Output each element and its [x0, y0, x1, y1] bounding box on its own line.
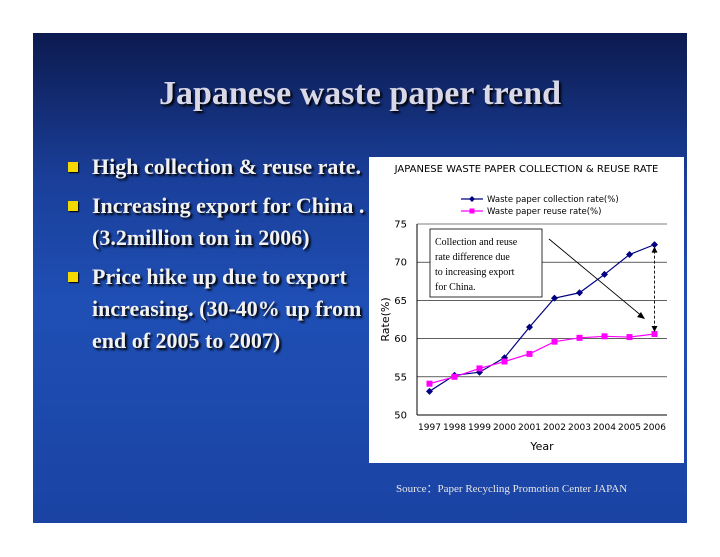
- bullet-text: Price hike up due to export increasing. …: [92, 264, 362, 353]
- x-tick-label: 1998: [443, 423, 466, 433]
- slide-title: Japanese waste paper trend: [158, 75, 562, 112]
- annotation-text: Collection and reuse: [435, 237, 518, 248]
- bullet-text: High collection & reuse rate.: [92, 154, 362, 179]
- y-tick-label: 65: [394, 296, 407, 307]
- data-point: [526, 350, 533, 357]
- y-axis-label: Rate(%): [379, 297, 392, 341]
- chart-title: JAPANESE WASTE PAPER COLLECTION & REUSE …: [394, 164, 659, 175]
- y-tick-label: 60: [394, 334, 407, 345]
- y-tick-label: 70: [394, 258, 407, 269]
- data-point: [426, 380, 433, 387]
- legend-marker: [469, 208, 475, 214]
- chart: JAPANESE WASTE PAPER COLLECTION & REUSE …: [369, 157, 684, 463]
- legend-label: Waste paper reuse rate(%): [487, 207, 601, 217]
- data-point: [601, 333, 608, 340]
- x-axis-label: Year: [529, 440, 554, 453]
- data-point: [576, 334, 583, 341]
- annotation-text: to increasing export: [435, 267, 515, 278]
- annotation-arrow: [548, 238, 644, 318]
- data-point: [451, 373, 458, 380]
- data-point: [651, 331, 658, 338]
- bullet-text: Increasing export for China .(3.2million…: [92, 193, 365, 250]
- data-point: [476, 365, 483, 372]
- y-tick-label: 75: [394, 220, 407, 231]
- x-tick-label: 2005: [618, 423, 641, 433]
- data-point: [551, 294, 558, 302]
- x-tick-label: 2003: [568, 423, 591, 433]
- annotation-text: for China.: [435, 282, 476, 293]
- series-line: [429, 333, 655, 385]
- x-tick-label: 2002: [543, 423, 566, 433]
- bullet-square-icon: [68, 201, 78, 211]
- bullet-item: Price hike up due to export increasing. …: [68, 261, 368, 357]
- gap-arrowhead: [651, 246, 658, 253]
- data-point: [426, 387, 433, 395]
- data-point: [626, 251, 633, 259]
- series-line: [429, 244, 655, 392]
- data-point: [576, 289, 583, 297]
- x-tick-label: 2001: [518, 423, 541, 433]
- y-tick-label: 50: [394, 411, 407, 422]
- annotation-arrowhead: [637, 312, 645, 319]
- data-point: [501, 358, 508, 365]
- x-tick-label: 2004: [593, 423, 616, 433]
- bullet-square-icon: [68, 162, 78, 172]
- data-point: [651, 241, 658, 249]
- x-tick-label: 2000: [493, 423, 516, 433]
- bullet-list: High collection & reuse rate. Increasing…: [68, 151, 368, 364]
- slide: Japanese waste paper trend High collecti…: [33, 33, 687, 523]
- x-tick-label: 1999: [468, 423, 491, 433]
- chart-canvas: 50 55 60 65 70 75 1997 1998 1999 2000 2001 2002 2003…: [379, 195, 667, 453]
- x-tick-label: 1997: [418, 423, 441, 433]
- bullet-item: High collection & reuse rate.: [68, 151, 368, 183]
- annotation-box: [429, 228, 543, 298]
- legend-marker: [469, 196, 475, 202]
- data-point: [626, 334, 633, 341]
- gap-arrowhead: [651, 326, 658, 333]
- source-note: Source：Paper Recycling Promotion Center …: [396, 483, 628, 495]
- y-tick-label: 55: [394, 372, 407, 383]
- legend-label: Waste paper collection rate(%): [487, 195, 619, 205]
- annotation-text: rate difference due: [435, 252, 510, 263]
- bullet-square-icon: [68, 272, 78, 282]
- data-point: [551, 338, 558, 345]
- x-tick-label: 2006: [643, 423, 666, 433]
- data-point: [501, 354, 508, 362]
- data-point: [601, 270, 608, 278]
- bullet-item: Increasing export for China .(3.2million…: [68, 190, 368, 254]
- data-point: [526, 323, 533, 331]
